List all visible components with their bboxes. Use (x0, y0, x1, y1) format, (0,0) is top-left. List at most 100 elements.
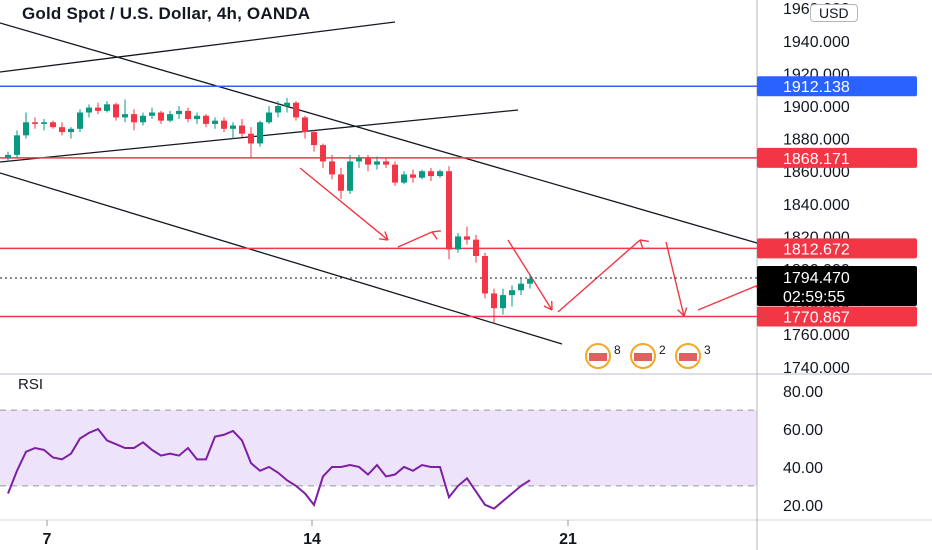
time-axis[interactable]: 7 14 21 (43, 520, 577, 548)
projection-arrow (665, 241, 685, 317)
candle-body (518, 283, 524, 291)
time-tick-label: 21 (559, 531, 577, 548)
candle-body (167, 114, 173, 121)
arrow-head (378, 231, 389, 241)
last-price-tag (757, 266, 917, 307)
candle-body (446, 171, 452, 250)
candle-body (482, 255, 488, 294)
projection-arrow (557, 239, 641, 313)
candle-body (383, 161, 389, 165)
candle-body (257, 122, 263, 144)
candle-body (5, 154, 11, 159)
candle-body (338, 174, 344, 191)
candle-body (32, 122, 38, 124)
channel-upper-line (0, 22, 758, 244)
candle-body (41, 122, 47, 124)
arrow-head (639, 239, 649, 249)
event-flag-icon (634, 353, 652, 361)
candle-body (158, 112, 164, 121)
price-tick-label: 1860.000 (783, 164, 850, 181)
countdown-label: 02:59:55 (783, 289, 845, 306)
trend-line-upper (0, 21, 396, 73)
candle-body (491, 293, 497, 309)
candle-body (293, 102, 299, 118)
event-flag-icon (589, 353, 607, 361)
candle-body (266, 112, 272, 123)
currency-button[interactable]: USD (810, 4, 858, 22)
candle-body (284, 102, 290, 106)
candle-body (59, 127, 65, 133)
candle-body (185, 110, 191, 120)
rsi-title: RSI (18, 376, 44, 393)
price-tag-label: 1912.138 (783, 79, 850, 96)
candle-body (419, 171, 425, 178)
candle-body (302, 117, 308, 133)
candle-body (365, 158, 371, 165)
candle-body (239, 125, 245, 134)
price-tick-label: 1880.000 (783, 132, 850, 149)
rsi-line (7, 427, 531, 510)
candle-body (68, 128, 74, 133)
price-tag (757, 238, 917, 259)
arrow-head (677, 307, 688, 317)
candle-body (77, 112, 83, 129)
candle-body (500, 295, 506, 309)
candle-body (455, 236, 461, 250)
rsi-tick-label: 60.00 (783, 422, 823, 439)
candle-body (329, 161, 335, 175)
candle-body (248, 133, 254, 144)
chart-title: Gold Spot / U.S. Dollar, 4h, OANDA (18, 4, 315, 24)
price-tag-label: 1770.867 (783, 310, 850, 327)
time-tick-label: 7 (43, 531, 52, 548)
candle-body (23, 122, 29, 136)
candle-body (203, 115, 209, 124)
candle-body (437, 171, 443, 177)
candle-body (212, 120, 218, 124)
arrow-head (431, 230, 442, 240)
candle-body (464, 236, 470, 240)
price-tag (757, 306, 917, 327)
candle-body (131, 114, 137, 123)
candle-body (311, 132, 317, 146)
candle-body (473, 239, 479, 256)
price-tick-label: 1740.000 (783, 360, 850, 377)
candle-body (104, 104, 110, 111)
candle-body (50, 122, 56, 128)
candle-body (401, 174, 407, 183)
rsi-tick-label: 40.00 (783, 460, 823, 477)
candle-body (374, 161, 380, 165)
candle-body (95, 107, 101, 111)
arrow-head (543, 300, 553, 311)
event-markers: 8 2 3 (585, 343, 711, 369)
candle-body (149, 112, 155, 116)
candle-body (509, 290, 515, 296)
projection-arrow (697, 285, 757, 311)
price-tag (757, 147, 917, 168)
candle-body (221, 120, 227, 129)
candle-body (275, 105, 281, 113)
candle-body (113, 104, 119, 118)
candle-body (176, 110, 182, 115)
event-count: 3 (704, 343, 711, 357)
projection-arrow (299, 167, 389, 241)
candle-body (410, 174, 416, 178)
candle-body (140, 115, 146, 123)
rsi-tick-label: 20.00 (783, 498, 823, 515)
price-tick-label: 1760.000 (783, 327, 850, 344)
projection-arrow (397, 231, 433, 248)
candle-body (527, 278, 533, 284)
price-tags: 1912.138 1868.171 1812.672 1770.867 1794.470… (757, 76, 917, 327)
price-tick-label: 1940.000 (783, 34, 850, 51)
rsi-tick-label: 80.00 (783, 384, 823, 401)
event-count: 8 (614, 343, 621, 357)
candle-body (347, 161, 353, 191)
price-tag-label: 1812.672 (783, 241, 850, 258)
candle-body (428, 171, 434, 177)
candle-body (320, 145, 326, 162)
candle-body (194, 115, 200, 120)
price-level-lines (0, 85, 757, 318)
candle-body (14, 135, 20, 155)
trend-drawings (0, 21, 766, 345)
rsi-band (0, 410, 757, 486)
